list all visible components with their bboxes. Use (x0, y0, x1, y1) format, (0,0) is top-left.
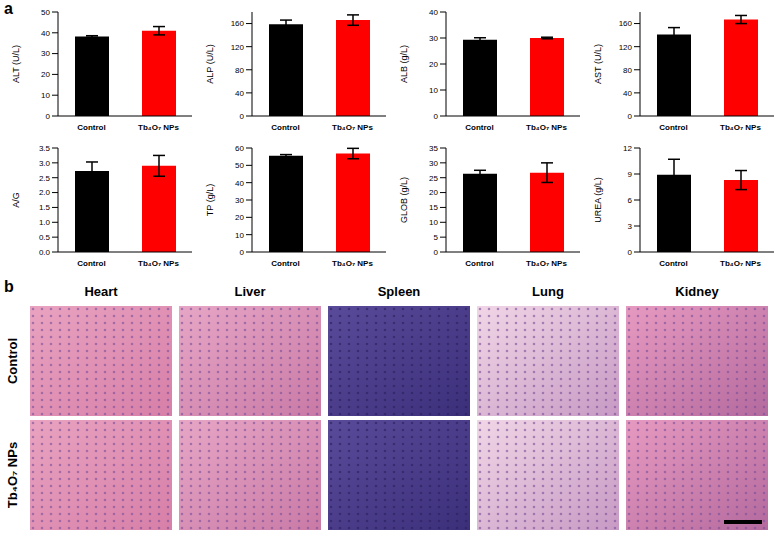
svg-text:TP (g/L): TP (g/L) (205, 184, 215, 216)
svg-text:0: 0 (434, 248, 439, 257)
svg-text:30: 30 (41, 49, 50, 58)
svg-text:15: 15 (429, 203, 438, 212)
svg-text:Control: Control (659, 123, 687, 132)
svg-text:Control: Control (271, 259, 299, 268)
svg-text:160: 160 (231, 19, 245, 28)
html-text:Kidney: Kidney (675, 284, 719, 299)
svg-text:Tb₄O₇ NPs: Tb₄O₇ NPs (138, 259, 179, 268)
svg-text:ALT (U/L): ALT (U/L) (11, 45, 21, 83)
svg-text:0: 0 (628, 112, 633, 121)
html-text:Heart: Heart (84, 284, 118, 299)
svg-text:Tb₄O₇ NPs: Tb₄O₇ NPs (526, 123, 567, 132)
svg-text:0: 0 (628, 248, 633, 257)
svg-text:6: 6 (628, 196, 633, 205)
svg-text:30: 30 (429, 159, 438, 168)
svg-text:Control: Control (465, 259, 493, 268)
svg-text:Control: Control (465, 123, 493, 132)
html-text:Tb₄O₇ NPs: Tb₄O₇ NPs (5, 441, 20, 509)
svg-text:10: 10 (429, 218, 438, 227)
svg-text:10: 10 (235, 231, 244, 240)
svg-text:40: 40 (623, 89, 632, 98)
svg-text:UREA (g/L): UREA (g/L) (593, 177, 603, 223)
html-text:b: b (4, 278, 14, 295)
svg-text:Tb₄O₇ NPs: Tb₄O₇ NPs (720, 259, 761, 268)
svg-text:5: 5 (434, 233, 439, 242)
svg-text:20: 20 (429, 60, 438, 69)
html-text:Lung: Lung (532, 284, 564, 299)
svg-text:0: 0 (434, 112, 439, 121)
svg-text:20: 20 (41, 70, 50, 79)
svg-text:30: 30 (429, 34, 438, 43)
svg-text:AST (U/L): AST (U/L) (593, 44, 603, 84)
svg-text:20: 20 (235, 213, 244, 222)
svg-text:2.0: 2.0 (39, 188, 51, 197)
svg-text:3.0: 3.0 (39, 159, 51, 168)
svg-text:A/G: A/G (11, 192, 21, 208)
svg-text:40: 40 (235, 179, 244, 188)
svg-text:20: 20 (429, 188, 438, 197)
svg-text:40: 40 (235, 89, 244, 98)
svg-text:GLOB (g/L): GLOB (g/L) (399, 177, 409, 223)
svg-text:0: 0 (240, 112, 245, 121)
svg-text:10: 10 (41, 91, 50, 100)
svg-text:3.5: 3.5 (39, 144, 51, 153)
svg-text:25: 25 (429, 174, 438, 183)
svg-text:120: 120 (231, 43, 245, 52)
svg-text:1.0: 1.0 (39, 218, 51, 227)
svg-text:Control: Control (77, 259, 105, 268)
svg-text:160: 160 (619, 19, 633, 28)
svg-text:ALP (U/L): ALP (U/L) (205, 44, 215, 83)
svg-text:12: 12 (623, 144, 632, 153)
svg-text:9: 9 (628, 170, 633, 179)
html-text:Liver: Liver (234, 284, 266, 299)
html-text:Control: Control (5, 337, 20, 385)
svg-text:1.5: 1.5 (39, 203, 51, 212)
svg-text:0.5: 0.5 (39, 233, 51, 242)
svg-text:50: 50 (235, 161, 244, 170)
svg-text:40: 40 (429, 8, 438, 17)
svg-text:30: 30 (235, 196, 244, 205)
svg-text:80: 80 (623, 66, 632, 75)
html-text:a: a (4, 0, 13, 17)
svg-text:Tb₄O₇ NPs: Tb₄O₇ NPs (526, 259, 567, 268)
svg-text:0: 0 (46, 112, 51, 121)
svg-text:3: 3 (628, 222, 633, 231)
svg-text:120: 120 (619, 43, 633, 52)
svg-text:Tb₄O₇ NPs: Tb₄O₇ NPs (138, 123, 179, 132)
svg-text:40: 40 (41, 29, 50, 38)
svg-text:0: 0 (240, 248, 245, 257)
svg-text:80: 80 (235, 66, 244, 75)
svg-text:Tb₄O₇ NPs: Tb₄O₇ NPs (332, 259, 373, 268)
svg-text:Control: Control (77, 123, 105, 132)
svg-text:Control: Control (659, 259, 687, 268)
svg-text:2.5: 2.5 (39, 174, 51, 183)
svg-text:Tb₄O₇ NPs: Tb₄O₇ NPs (332, 123, 373, 132)
svg-text:Control: Control (271, 123, 299, 132)
html-text:Spleen: Spleen (377, 284, 421, 299)
svg-text:0.0: 0.0 (39, 248, 51, 257)
svg-text:10: 10 (429, 86, 438, 95)
svg-text:ALB (g/L): ALB (g/L) (399, 45, 409, 83)
svg-text:50: 50 (41, 8, 50, 17)
svg-text:35: 35 (429, 144, 438, 153)
svg-text:60: 60 (235, 144, 244, 153)
svg-text:Tb₄O₇ NPs: Tb₄O₇ NPs (720, 123, 761, 132)
